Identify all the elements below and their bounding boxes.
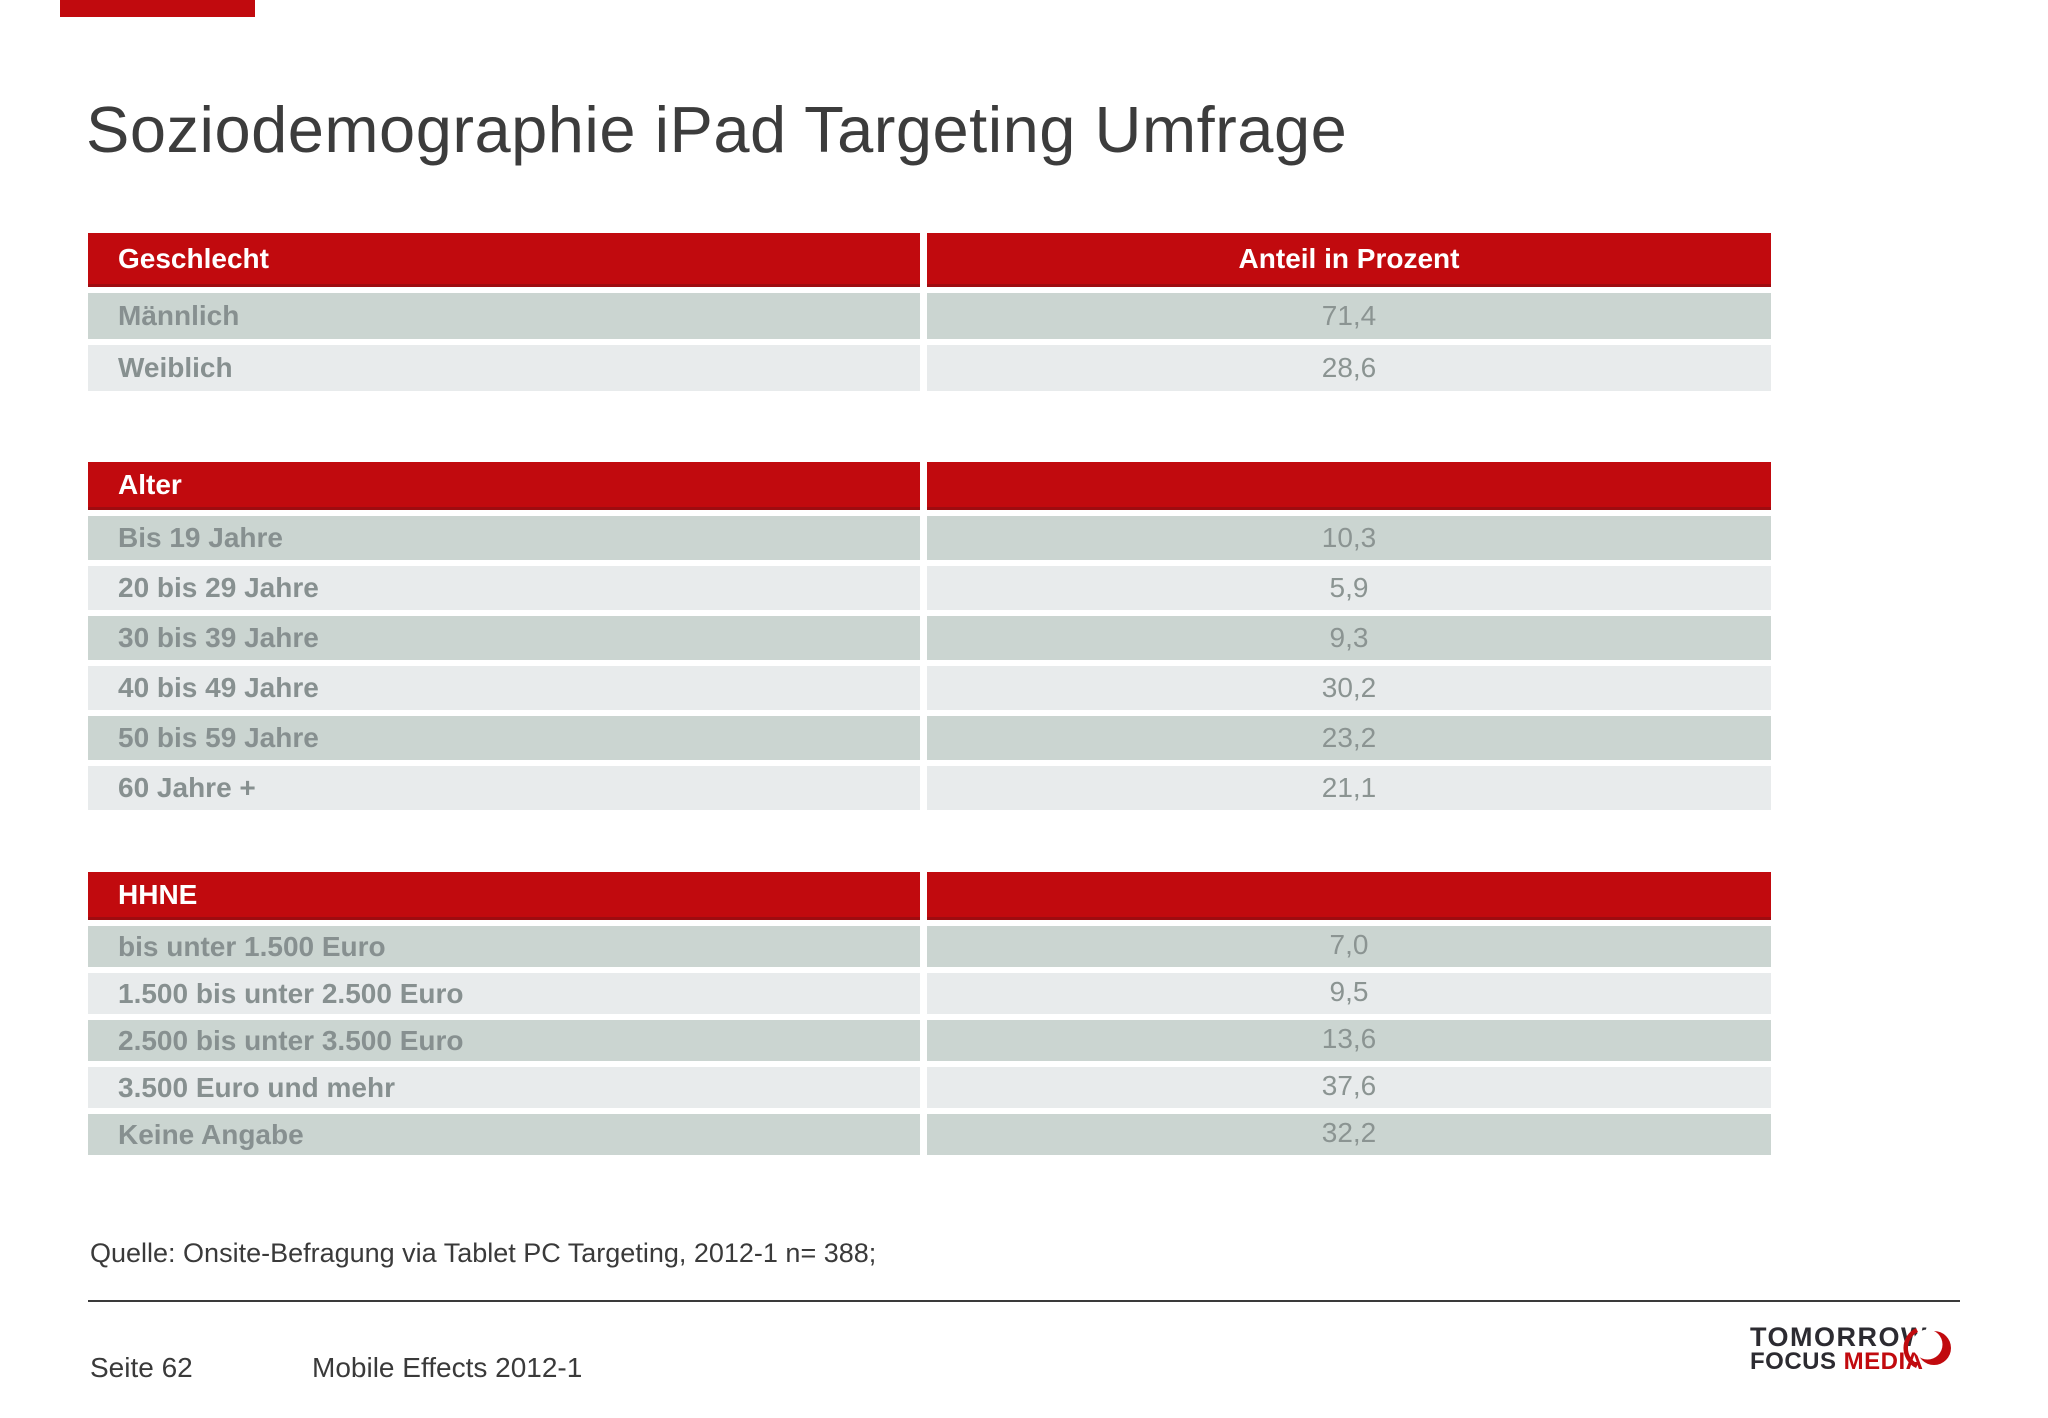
logo-crescent-icon [1903,1327,1951,1369]
page-title: Soziodemographie iPad Targeting Umfrage [86,93,1348,166]
row-label: Männlich [88,293,920,339]
table-header-value-label: Anteil in Prozent [927,233,1771,287]
logo-text-focus: FOCUS [1750,1348,1837,1375]
source-note: Quelle: Onsite-Befragung via Tablet PC T… [90,1238,877,1268]
row-label: bis unter 1.500 Euro [88,926,920,967]
report-title-label: Mobile Effects 2012-1 [312,1352,583,1383]
row-value: 21,1 [927,766,1771,810]
row-value: 37,6 [927,1067,1771,1108]
table-header-value-label [927,462,1771,510]
tomorrow-focus-media-logo: TOMORROW FOCUS MEDIA [1750,1322,1951,1374]
table-header-row: Alter [88,462,1771,510]
row-value: 9,5 [927,973,1771,1014]
table-header-label: HHNE [88,872,920,920]
table-row: 60 Jahre +21,1 [88,766,1771,810]
table-row: Keine Angabe 32,2 [88,1114,1771,1155]
table-row: Männlich 71,4 [88,293,1771,339]
table-header-row: Geschlecht Anteil in Prozent [88,233,1771,287]
table-hhne: HHNE bis unter 1.500 Euro 7,0 1.500 bis unt… [88,872,1771,1155]
row-label: 2.500 bis unter 3.500 Euro [88,1020,920,1061]
row-label: 3.500 Euro und mehr [88,1067,920,1108]
row-value: 30,2 [927,666,1771,710]
row-value: 10,3 [927,516,1771,560]
logo-text-tomorrow: TOMORROW [1750,1322,1928,1352]
row-label: Keine Angabe [88,1114,920,1155]
row-label: 60 Jahre + [88,766,920,810]
table-row: Weiblich 28,6 [88,345,1771,391]
table-header-value-label [927,872,1771,920]
row-label: 20 bis 29 Jahre [88,566,920,610]
row-label: Bis 19 Jahre [88,516,920,560]
table-row: 1.500 bis unter 2.500 Euro 9,5 [88,973,1771,1014]
row-value: 32,2 [927,1114,1771,1155]
table-row: 20 bis 29 Jahre 5,9 [88,566,1771,610]
top-accent-bar [60,0,255,17]
footer-divider-line [88,1300,1960,1302]
row-value: 5,9 [927,566,1771,610]
table-alter: Alter Bis 19 Jahre 10,3 20 bis 29 Jahre 5,9 3… [88,462,1771,810]
table-row: 40 bis 49 Jahre 30,2 [88,666,1771,710]
table-row: 2.500 bis unter 3.500 Euro 13,6 [88,1020,1771,1061]
table-row: Bis 19 Jahre 10,3 [88,516,1771,560]
table-header-row: HHNE [88,872,1771,920]
table-row: 50 bis 59 Jahre 23,2 [88,716,1771,760]
row-label: 1.500 bis unter 2.500 Euro [88,973,920,1014]
table-geschlecht: Geschlecht Anteil in Prozent Männlich 71,4 W… [88,233,1771,391]
row-value: 28,6 [927,345,1771,391]
table-header-label: Alter [88,462,920,510]
row-value: 9,3 [927,616,1771,660]
row-label: 50 bis 59 Jahre [88,716,920,760]
row-label: 40 bis 49 Jahre [88,666,920,710]
row-label: 30 bis 39 Jahre [88,616,920,660]
table-row: bis unter 1.500 Euro 7,0 [88,926,1771,967]
table-row: 30 bis 39 Jahre 9,3 [88,616,1771,660]
table-header-label: Geschlecht [88,233,920,287]
row-value: 23,2 [927,716,1771,760]
page-number-label: Seite 62 [90,1352,193,1383]
logo-text-focus-media: FOCUS MEDIA [1750,1350,1928,1374]
row-value: 13,6 [927,1020,1771,1061]
row-value: 71,4 [927,293,1771,339]
row-value: 7,0 [927,926,1771,967]
table-row: 3.500 Euro und mehr 37,6 [88,1067,1771,1108]
row-label: Weiblich [88,345,920,391]
